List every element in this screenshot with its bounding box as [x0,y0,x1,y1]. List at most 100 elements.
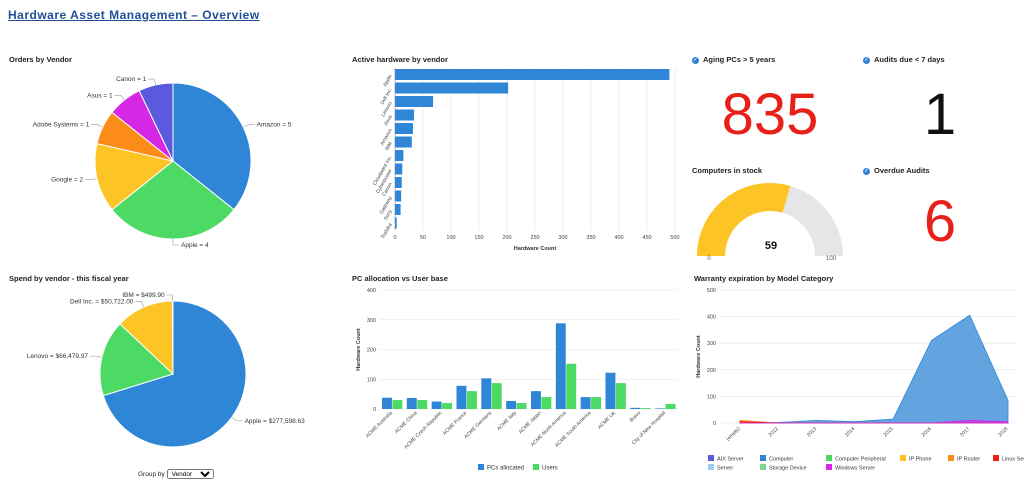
legend-label: Computer Peripheral [835,457,886,463]
gauge-value: 59 [765,240,777,252]
spend-widget-title: Spend by vendor - this fiscal year [9,274,129,283]
active-hardware-bar-chart[interactable]: 0 50 100 150 200 250 300 350 400 450 500AppleDell … [350,60,680,260]
overdue-widget-title: ✓ Overdue Audits [863,166,930,175]
bar [395,217,397,229]
legend-label: Computer [769,457,793,463]
pie-label: Dell Inc. = $50,722.00 [70,299,134,306]
pie-slice [172,82,252,211]
pie-leader-line [148,78,156,86]
y-tick-label: IBM [384,141,394,152]
pie-leader-line [166,294,174,302]
x-tick-label: ACME France [442,410,469,437]
audits7-widget-title: ✓ Audits due < 7 days [863,55,945,64]
pie-slice [119,300,174,376]
x-tick-label: ACME Australia [365,410,394,439]
bar [615,383,626,409]
bar [395,109,415,121]
legend-swatch [760,455,766,461]
spend-pie-chart[interactable]: Apple = $277,598.63 Lenovo = $66,479.97 De… [0,285,340,465]
aging-value[interactable]: 835 [721,82,819,147]
bar [395,123,413,134]
legend-label: AIX Server [717,457,744,463]
area-series [739,314,1009,424]
bar [395,82,509,94]
pie-label: Apple = 4 [181,242,209,249]
y-tick-label: 200 [367,348,376,354]
legend-label: PCs allocated [487,466,524,472]
stock-gauge[interactable]: 59 0 100 [690,176,850,266]
y-tick-label: 500 [707,288,716,294]
bar [456,385,467,409]
x-tick-label: 250 [530,235,539,241]
x-tick-label: 300 [558,235,567,241]
pie-leader-line [172,239,179,246]
pie-slice [111,160,235,240]
y-tick-label: Sony [383,208,394,221]
overdue-value[interactable]: 6 [923,189,957,254]
bar [442,403,453,409]
bar [506,400,517,409]
bar [431,401,442,409]
pie-leader-line [91,124,103,128]
pie-label: Asus = 1 [87,92,113,99]
legend-label: Windows Server [835,466,875,472]
pie-slice [94,143,175,211]
x-tick-label: 400 [614,235,623,241]
bar [395,204,401,215]
aging-widget-title: ✓ Aging PCs > 5 years [692,55,776,64]
pie-leader-line [243,124,255,128]
bar [541,397,552,409]
x-tick-label: 350 [586,235,595,241]
pie-leader-line [135,301,145,308]
check-icon: ✓ [863,56,870,64]
pie-label: Google = 2 [51,177,83,184]
check-icon: ✓ [863,167,870,175]
bar [605,372,616,409]
gauge-fill [697,183,791,256]
bar [481,378,492,409]
bar [392,400,403,409]
bar [395,177,402,188]
x-tick-label: 500 [670,235,679,241]
x-tick-label: ACME China [394,410,419,435]
y-tick-label: 200 [707,368,716,374]
x-tick-label: ACME UK [597,410,618,431]
bar [417,400,428,409]
audits7-value[interactable]: 1 [923,82,957,147]
x-tick-label: 150 [474,235,483,241]
bar [655,408,666,409]
legend-label: Storage Device [769,466,807,472]
check-icon: ✓ [692,56,699,64]
bar [566,363,577,409]
legend-swatch [993,455,999,461]
warranty-area-chart[interactable]: 0 100 200 300 400 500 Hardware Count (empty) 201… [690,284,1024,479]
x-tick-label: 450 [642,235,651,241]
x-tick-label: (empty) [725,426,741,442]
group-by-control: Group by Vendor [138,469,214,479]
orders-pie-chart[interactable]: Amazon = 5 Apple = 4 Google = 2 Adobe Syste… [0,65,340,255]
y-tick-label: 100 [707,394,716,400]
bar [555,323,566,409]
legend-swatch [708,455,714,461]
legend-label: IP Router [957,457,980,463]
bar [530,391,541,409]
pc-allocation-bar-chart[interactable]: 0 100 200 300 400 Hardware Count ACME Australi… [350,284,685,479]
x-tick-label: 200 [502,235,511,241]
bar [395,69,670,80]
y-axis-label: Hardware Count [356,328,362,371]
legend-label: Linux Server [1002,457,1024,463]
x-axis-label: Hardware Count [514,246,557,252]
legend-swatch [900,455,906,461]
pie-label: Lenovo = $66,479.97 [27,353,89,360]
x-tick-label: ACME Italy [496,410,518,432]
group-by-label: Group by [138,471,165,478]
pie-slice [102,300,247,448]
bar [640,408,651,409]
bar [491,383,502,409]
active-widget-title: Active hardware by vendor [352,55,448,64]
pie-leader-line [231,417,243,422]
bar [395,163,403,175]
group-by-select[interactable]: Vendor [166,469,214,479]
orders-widget-title: Orders by Vendor [9,55,72,64]
legend-swatch [708,464,714,470]
